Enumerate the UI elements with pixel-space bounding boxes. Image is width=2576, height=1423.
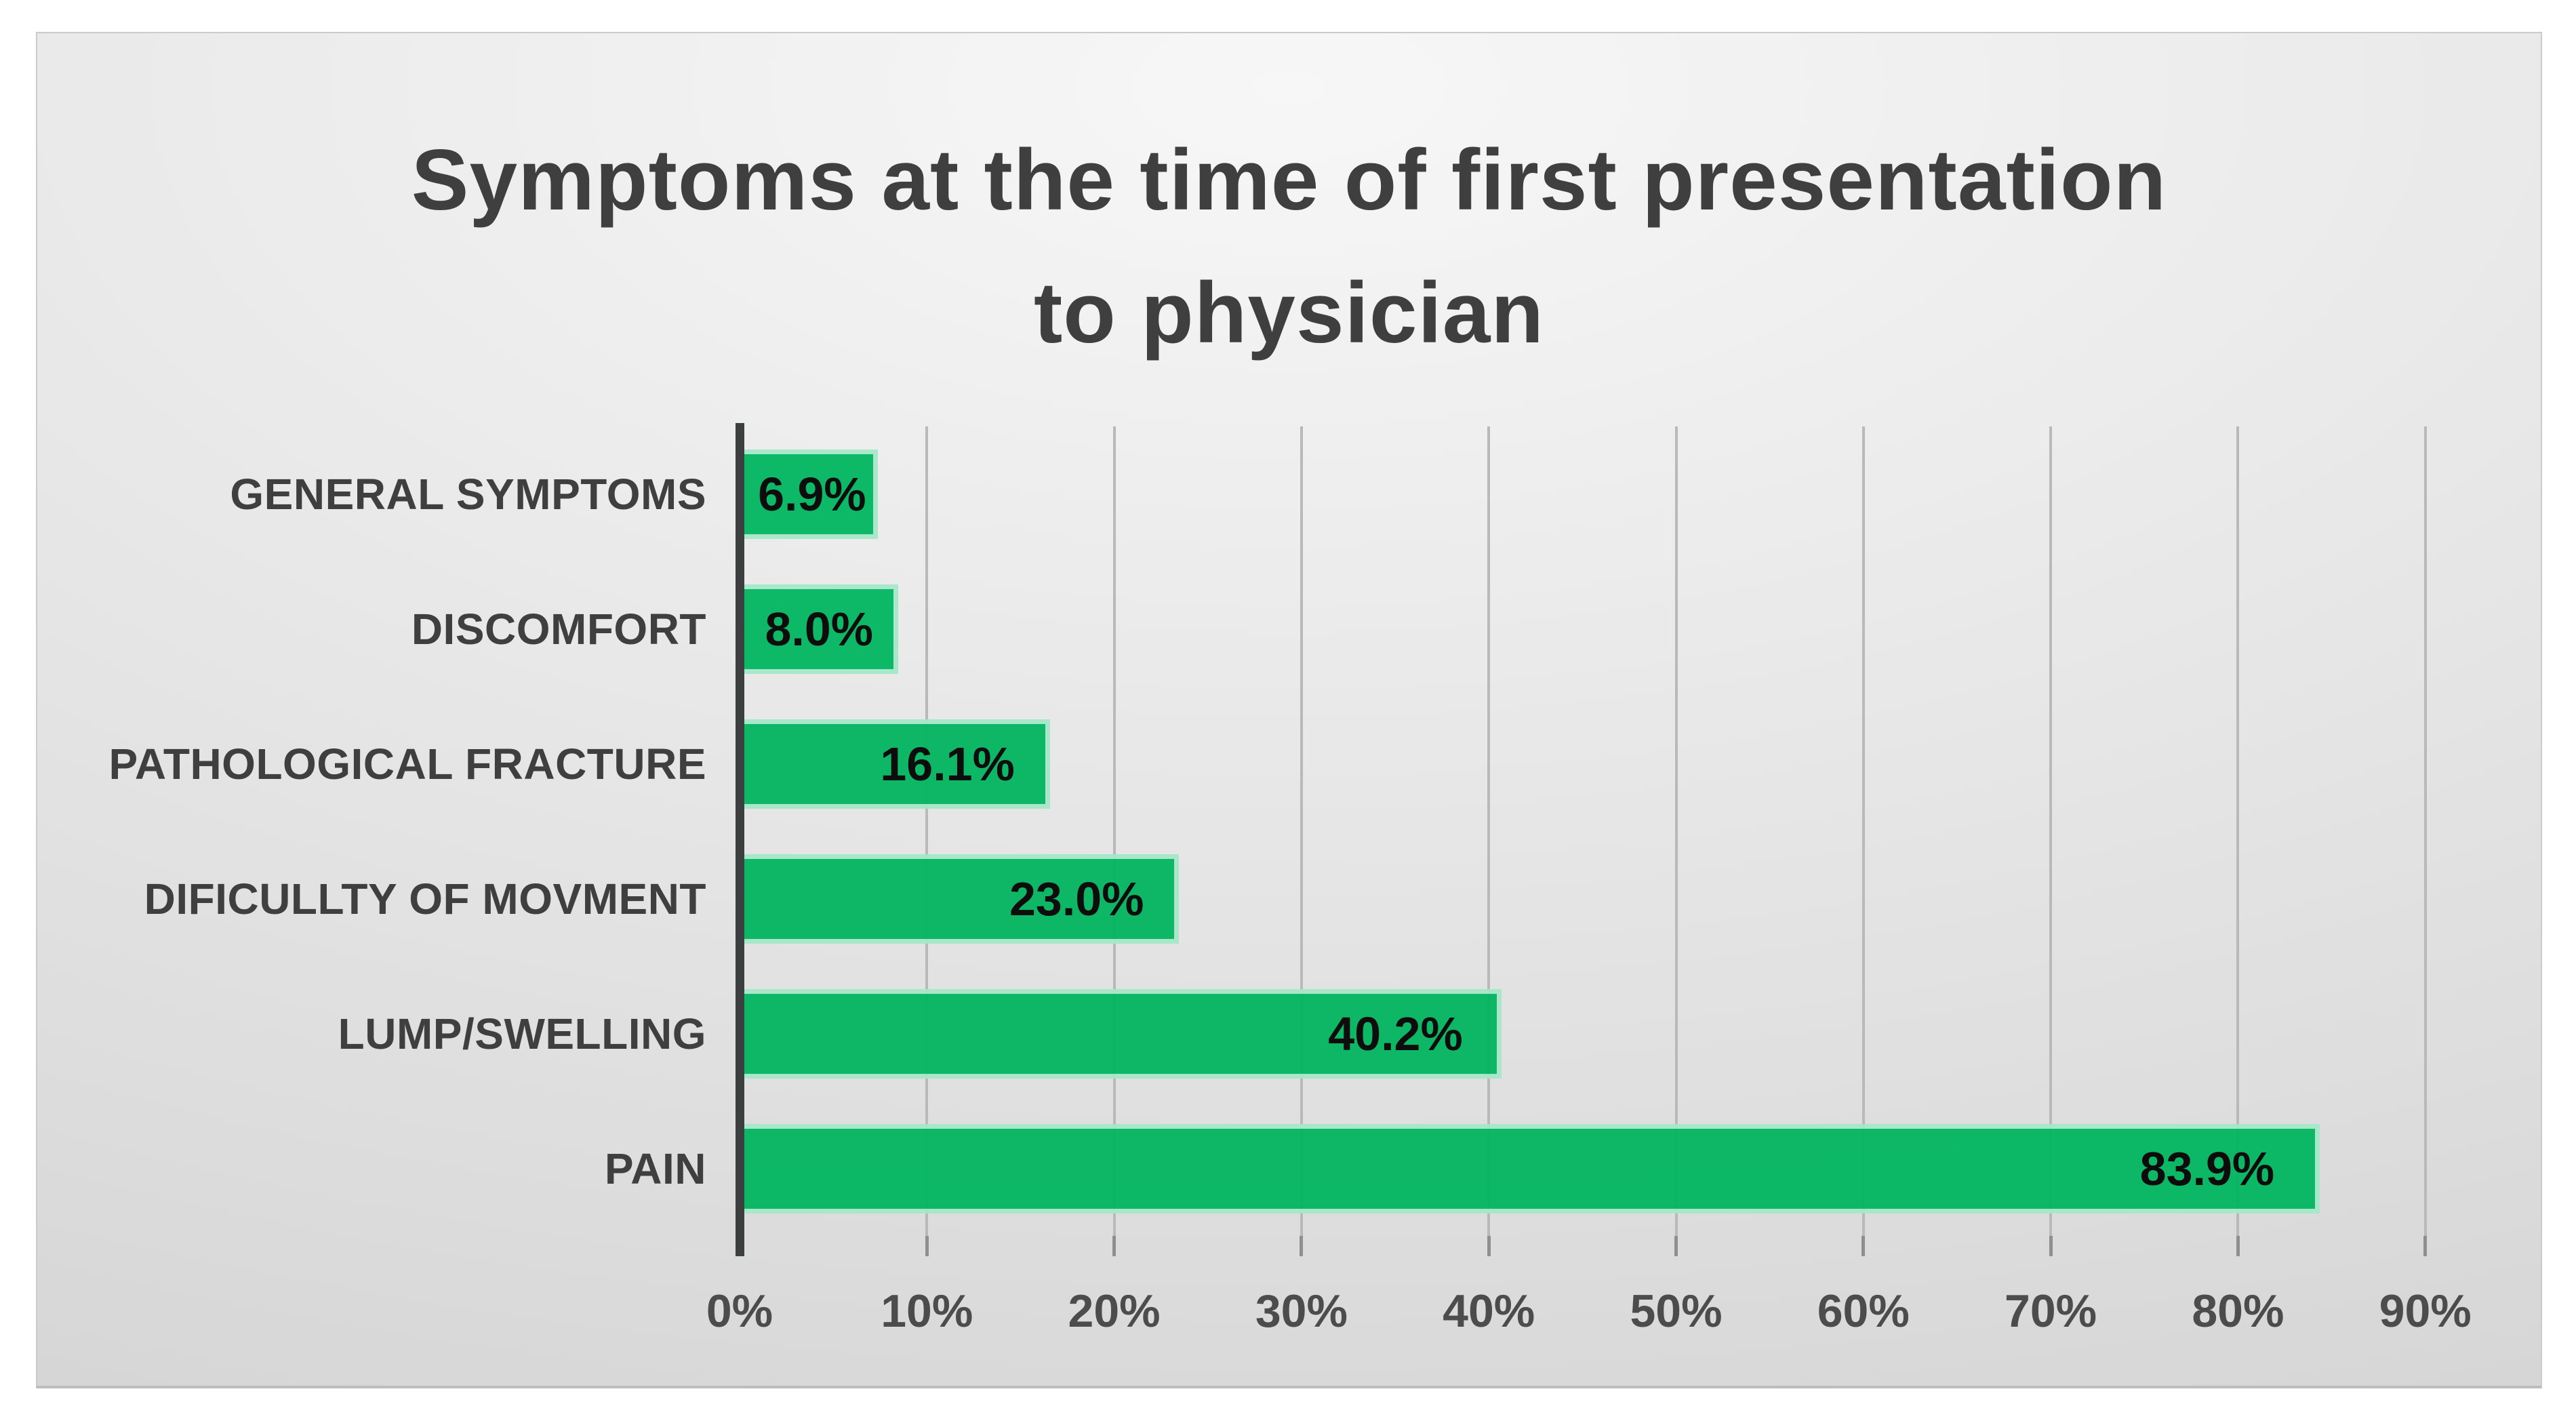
- category-label-lump-swelling: LUMP/SWELLING: [338, 1009, 706, 1058]
- gridline-30%: [1300, 426, 1303, 1236]
- axis-tick-90%: [2423, 1236, 2428, 1256]
- gridline-60%: [1861, 426, 1865, 1236]
- axis-tick-70%: [2049, 1236, 2053, 1256]
- value-label-general-symptoms: 6.9%: [758, 467, 866, 521]
- x-axis-label-70%: 70%: [2005, 1285, 2097, 1337]
- axis-tick-80%: [2236, 1236, 2240, 1256]
- value-label-pain: 83.9%: [2139, 1142, 2275, 1195]
- bar-lump-swelling: 40.2%: [739, 988, 1502, 1079]
- bar-discomfort: 8.0%: [739, 584, 899, 674]
- gridline-50%: [1674, 426, 1678, 1236]
- bar-pain: 83.9%: [739, 1123, 2320, 1214]
- chart-title-line2: to physician: [1034, 264, 1544, 361]
- bar-fill-discomfort: 8.0%: [744, 588, 894, 669]
- value-label-lump-swelling: 40.2%: [1328, 1007, 1463, 1060]
- bar-pathological-fracture: 16.1%: [739, 719, 1050, 809]
- x-axis-label-50%: 50%: [1630, 1285, 1723, 1337]
- category-axis-line: [736, 423, 744, 1256]
- bar-fill-pain: 83.9%: [744, 1128, 2316, 1209]
- bar-fill-dificullty-of-movment: 23.0%: [744, 858, 1175, 939]
- x-axis-label-10%: 10%: [881, 1285, 973, 1337]
- x-axis-label-80%: 80%: [2192, 1285, 2285, 1337]
- gridline-90%: [2423, 426, 2427, 1236]
- x-axis-label-60%: 60%: [1817, 1285, 1910, 1337]
- x-axis-label-20%: 20%: [1068, 1285, 1161, 1337]
- category-label-general-symptoms: GENERAL SYMPTOMS: [230, 469, 706, 519]
- axis-tick-30%: [1300, 1236, 1304, 1256]
- bar-dificullty-of-movment: 23.0%: [739, 854, 1180, 944]
- gridline-80%: [2236, 426, 2240, 1236]
- category-label-pain: PAIN: [604, 1144, 706, 1193]
- bar-fill-lump-swelling: 40.2%: [744, 993, 1497, 1074]
- bar-general-symptoms: 6.9%: [739, 449, 878, 539]
- chart-title: Symptoms at the time of first presentati…: [37, 113, 2541, 379]
- axis-tick-50%: [1674, 1236, 1678, 1256]
- plot-area: 0% 10% 20% 30% 40% 50% 60% 70% 80% 90% 6.9% GENERAL…: [37, 33, 2541, 1386]
- x-axis-label-0%: 0%: [706, 1285, 773, 1337]
- gridline-40%: [1487, 426, 1491, 1236]
- category-label-discomfort: DISCOMFORT: [411, 604, 706, 654]
- chart-panel: Symptoms at the time of first presentati…: [36, 32, 2542, 1388]
- axis-tick-20%: [1112, 1236, 1116, 1256]
- category-label-dificullty-of-movment: DIFICULLTY OF MOVMENT: [144, 874, 706, 923]
- gridline-20%: [1112, 426, 1116, 1236]
- value-label-discomfort: 8.0%: [765, 602, 874, 656]
- gridline-10%: [925, 426, 929, 1236]
- chart-title-line1: Symptoms at the time of first presentati…: [411, 132, 2167, 228]
- x-axis-label-90%: 90%: [2379, 1285, 2472, 1337]
- value-label-pathological-fracture: 16.1%: [880, 737, 1015, 790]
- bar-fill-general-symptoms: 6.9%: [744, 454, 873, 534]
- category-label-pathological-fracture: PATHOLOGICAL FRACTURE: [108, 739, 706, 788]
- value-label-dificullty-of-movment: 23.0%: [1009, 872, 1144, 925]
- gridline-70%: [2049, 426, 2053, 1236]
- x-axis-label-30%: 30%: [1255, 1285, 1348, 1337]
- axis-tick-60%: [1861, 1236, 1866, 1256]
- x-axis-label-40%: 40%: [1443, 1285, 1535, 1337]
- axis-tick-10%: [925, 1236, 929, 1256]
- bar-fill-pathological-fracture: 16.1%: [744, 723, 1045, 804]
- axis-tick-40%: [1487, 1236, 1491, 1256]
